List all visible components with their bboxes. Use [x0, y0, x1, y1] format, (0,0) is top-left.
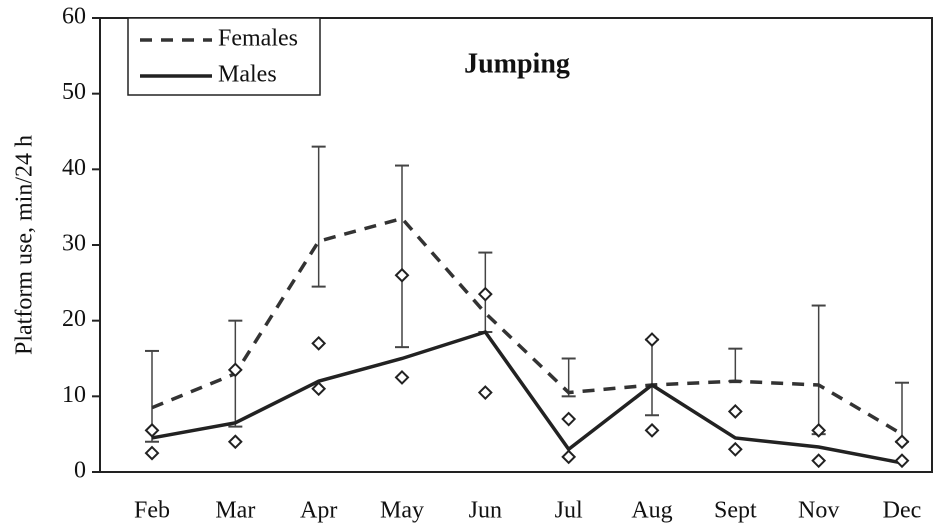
y-tick-label: 0 [74, 458, 86, 484]
point-marker [727, 441, 743, 457]
point-marker [477, 286, 493, 302]
point-marker [894, 434, 910, 450]
x-tick-label: May [380, 498, 424, 524]
series-line [151, 329, 903, 465]
y-axis-label: Platform use, min/24 h [12, 135, 38, 355]
point-marker [311, 381, 327, 397]
point-marker [561, 449, 577, 465]
point-marker [644, 422, 660, 438]
y-tick-label: 10 [62, 382, 86, 408]
x-tick-label: Mar [215, 498, 255, 524]
point-marker [144, 445, 160, 461]
point-marker [227, 362, 243, 378]
point-marker [311, 335, 327, 351]
x-tick-label: Jun [469, 498, 502, 524]
x-tick-label: Feb [134, 498, 170, 524]
x-tick-label: Apr [300, 498, 337, 524]
y-tick-label: 20 [62, 306, 86, 332]
x-tick-label: Nov [798, 498, 839, 524]
point-marker [644, 332, 660, 347]
point-marker [727, 404, 743, 419]
series-line [151, 216, 903, 436]
point-marker [477, 385, 493, 400]
point-marker [811, 422, 827, 438]
x-tick-label: Dec [883, 498, 922, 524]
y-tick-label: 40 [62, 155, 86, 181]
x-tick-label: Jul [555, 498, 583, 524]
point-marker [227, 434, 243, 450]
legend-label: Females [218, 26, 298, 52]
legend-box [127, 17, 321, 96]
point-marker [894, 453, 910, 469]
y-tick-label: 30 [62, 231, 86, 257]
point-marker [394, 370, 410, 385]
chart-title: Jumping [464, 48, 570, 79]
point-marker [561, 411, 577, 427]
point-marker [811, 453, 827, 469]
y-tick-label: 50 [62, 79, 86, 105]
x-tick-label: Sept [714, 498, 757, 524]
x-tick-label: Aug [631, 498, 672, 524]
point-marker [144, 422, 160, 438]
point-marker [394, 267, 410, 283]
y-tick-label: 60 [62, 4, 86, 30]
legend-label: Males [218, 62, 277, 88]
